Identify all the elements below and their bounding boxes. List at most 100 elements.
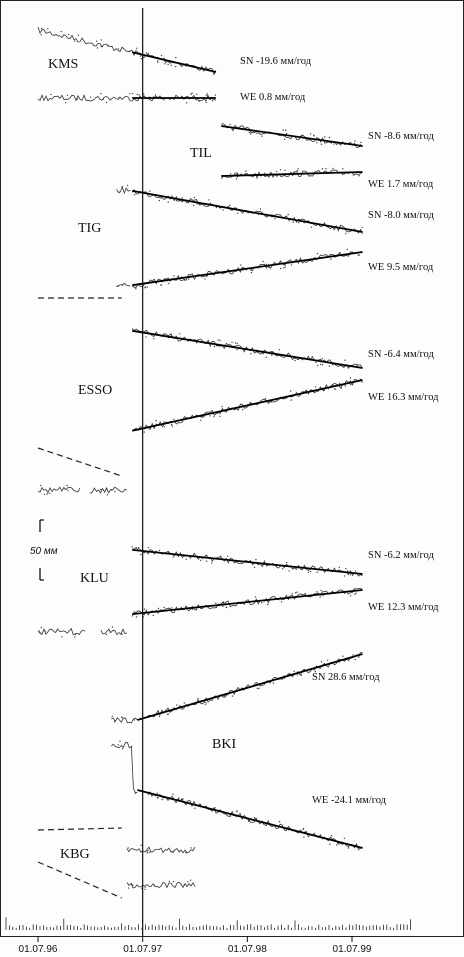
station-label: ESSO (78, 383, 112, 398)
observation-point (169, 881, 170, 882)
observation-point (362, 227, 363, 228)
observation-point (78, 35, 79, 36)
observation-point (339, 252, 340, 253)
observation-point (312, 356, 313, 357)
observation-point (175, 57, 176, 58)
observation-point (100, 93, 101, 94)
observation-point (229, 124, 230, 125)
observation-point (290, 390, 291, 391)
observation-point (144, 886, 145, 887)
observation-point (158, 608, 159, 609)
observation-point (205, 704, 206, 705)
observation-point (334, 388, 335, 389)
rate-label-sn: SN -6.2 мм/год (368, 550, 434, 561)
observation-point (329, 137, 330, 138)
observation-point (138, 547, 139, 548)
observation-point (298, 168, 299, 169)
observation-point (301, 135, 302, 136)
observation-point (285, 129, 286, 130)
observation-point (40, 632, 41, 633)
observation-point (50, 94, 51, 95)
observation-point (322, 595, 323, 596)
labels-layer: KMS SN -19.6 мм/годWE 0.8 мм/годTILSN -8.… (30, 56, 439, 862)
observation-point (118, 744, 119, 745)
observation-point (114, 491, 115, 492)
observation-point (77, 98, 78, 99)
station-label: TIG (78, 221, 101, 236)
observation-point (271, 401, 272, 402)
observation-point (153, 615, 154, 616)
observation-point (254, 818, 255, 819)
observation-point (254, 567, 255, 568)
observation-point (45, 631, 46, 632)
observation-point (163, 421, 164, 422)
observation-point (187, 881, 188, 882)
observation-point (129, 51, 130, 52)
station-label: BKI (212, 737, 236, 752)
observation-point (296, 592, 297, 593)
observation-point (171, 607, 172, 608)
observation-point (355, 570, 356, 571)
observation-point (317, 365, 318, 366)
observation-point (266, 357, 267, 358)
observation-point (222, 606, 223, 607)
observation-point (305, 593, 306, 594)
observation-point (90, 492, 91, 493)
observation-point (127, 185, 128, 186)
observation-point (186, 102, 187, 103)
observation-point (176, 704, 177, 705)
observation-point (118, 285, 119, 286)
observation-point (107, 494, 108, 495)
station-label: KBG (60, 847, 90, 862)
observation-point (271, 354, 272, 355)
observation-point (226, 607, 227, 608)
observation-point (330, 258, 331, 259)
observation-point (179, 851, 180, 852)
observation-point (319, 596, 320, 597)
observation-point (184, 884, 185, 885)
observation-point (206, 561, 207, 562)
observation-point (260, 208, 261, 209)
observation-point (173, 419, 174, 420)
data-gap-dashed-line (38, 448, 122, 476)
observation-point (350, 595, 351, 596)
observation-point (347, 249, 348, 250)
observation-point (128, 847, 129, 848)
observation-point (219, 340, 220, 341)
observation-point (250, 133, 251, 134)
observation-point (194, 808, 195, 809)
observation-point (135, 793, 136, 794)
observation-point (190, 94, 191, 95)
observation-point (289, 220, 290, 221)
observation-point (205, 102, 206, 103)
observation-point (350, 377, 351, 378)
data-gap-dashed-line (38, 828, 122, 830)
trend-line-we (132, 380, 362, 431)
observation-point (196, 199, 197, 200)
observation-point (341, 387, 342, 388)
observation-point (171, 65, 172, 66)
rate-label-we: WE 16.3 мм/год (368, 392, 439, 403)
observation-point (317, 572, 318, 573)
observation-point (359, 254, 360, 255)
observation-point (44, 494, 45, 495)
observation-point (281, 601, 282, 602)
observation-point (348, 660, 349, 661)
observation-point (288, 214, 289, 215)
observation-point (121, 717, 122, 718)
observation-point (157, 797, 158, 798)
observation-trace (111, 743, 137, 793)
rate-label-we: WE 1.7 мм/год (368, 179, 434, 190)
observation-point (181, 607, 182, 608)
observation-point (264, 173, 265, 174)
observation-point (101, 39, 102, 40)
observation-point (249, 820, 250, 821)
observation-point (355, 659, 356, 660)
observation-point (140, 554, 141, 555)
observation-point (216, 607, 217, 608)
observation-point (61, 636, 62, 637)
observation-point (146, 52, 147, 53)
observation-point (316, 142, 317, 143)
observation-point (178, 797, 179, 798)
observation-point (257, 688, 258, 689)
